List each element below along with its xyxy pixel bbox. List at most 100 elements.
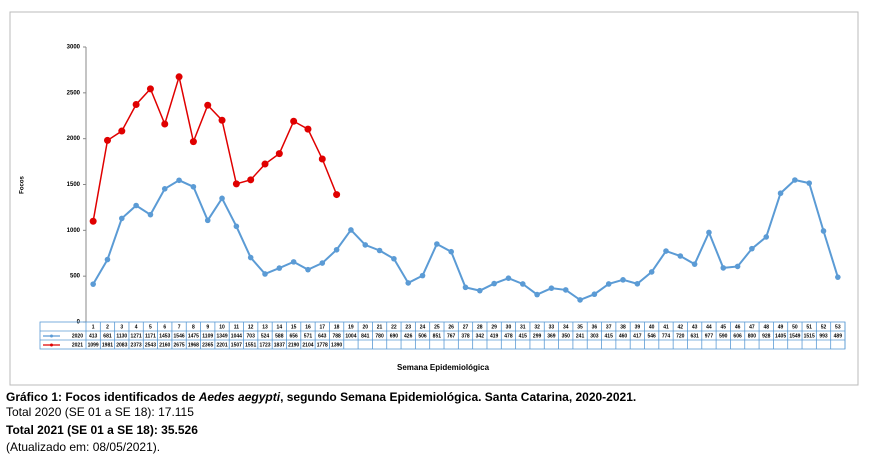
caption-lead: Gráfico 1: Focos identificados de bbox=[6, 390, 199, 404]
data-point bbox=[562, 287, 569, 293]
x-tick-label: 31 bbox=[520, 324, 526, 330]
table-value: 2201 bbox=[216, 342, 227, 348]
x-tick-label: 22 bbox=[391, 324, 397, 330]
x-tick-label: 7 bbox=[178, 324, 181, 330]
data-point bbox=[247, 176, 255, 184]
legend-label: 2021 bbox=[72, 342, 83, 348]
x-tick-label: 38 bbox=[620, 324, 626, 330]
table-value: 2104 bbox=[302, 342, 313, 348]
table-value: 2543 bbox=[145, 342, 156, 348]
table-value: 800 bbox=[748, 333, 757, 339]
data-point bbox=[677, 253, 684, 259]
x-tick-label: 16 bbox=[305, 324, 311, 330]
table-value: 1349 bbox=[216, 333, 227, 339]
table-value: 342 bbox=[476, 333, 485, 339]
y-tick-label: 1500 bbox=[67, 182, 81, 188]
data-point bbox=[232, 180, 240, 188]
data-point bbox=[591, 291, 598, 298]
table-value: 1004 bbox=[345, 333, 356, 339]
data-point bbox=[620, 277, 626, 283]
data-point bbox=[477, 287, 483, 294]
data-point bbox=[491, 280, 497, 287]
x-tick-label: 36 bbox=[592, 324, 598, 330]
data-point bbox=[118, 127, 126, 135]
table-value: 643 bbox=[318, 333, 327, 339]
x-tick-label: 45 bbox=[720, 324, 726, 330]
x-tick-label: 5 bbox=[149, 324, 152, 330]
x-tick-label: 35 bbox=[577, 324, 583, 330]
table-value: 851 bbox=[433, 333, 442, 339]
data-point bbox=[634, 280, 641, 287]
x-tick-label: 19 bbox=[348, 324, 354, 330]
x-tick-label: 10 bbox=[219, 324, 225, 330]
x-tick-label: 27 bbox=[463, 324, 469, 330]
x-axis-label: Semana Epidemiológica bbox=[397, 363, 490, 372]
table-value: 1515 bbox=[804, 333, 815, 339]
data-point bbox=[663, 248, 669, 254]
data-point bbox=[147, 211, 154, 218]
data-point bbox=[218, 116, 226, 124]
data-point bbox=[305, 266, 311, 273]
data-point bbox=[534, 291, 540, 298]
data-point bbox=[290, 259, 297, 265]
table-value: 369 bbox=[547, 333, 556, 339]
x-tick-label: 51 bbox=[806, 324, 812, 330]
legend-label: 2020 bbox=[72, 333, 83, 339]
data-point bbox=[146, 85, 154, 93]
table-value: 656 bbox=[289, 333, 298, 339]
data-point bbox=[319, 260, 326, 266]
y-tick-label: 0 bbox=[77, 320, 81, 326]
caption: Gráfico 1: Focos identificados de Aedes … bbox=[6, 390, 636, 404]
x-tick-label: 41 bbox=[663, 324, 669, 330]
data-point bbox=[362, 242, 369, 248]
data-point bbox=[505, 275, 512, 281]
x-tick-label: 50 bbox=[792, 324, 798, 330]
table-value: 2675 bbox=[174, 342, 185, 348]
data-point bbox=[119, 215, 125, 222]
data-point bbox=[434, 241, 440, 247]
data-point bbox=[706, 229, 712, 236]
updated: (Atualizado em: 08/05/2021). bbox=[6, 440, 160, 454]
data-point bbox=[161, 120, 169, 128]
table-value: 2160 bbox=[159, 342, 170, 348]
x-tick-label: 29 bbox=[491, 324, 497, 330]
x-tick-label: 2 bbox=[106, 324, 109, 330]
total-2020: Total 2020 (SE 01 a SE 18): 17.115 bbox=[6, 405, 194, 419]
table-value: 1099 bbox=[88, 342, 99, 348]
data-point bbox=[734, 263, 741, 270]
table-value: 774 bbox=[662, 333, 671, 339]
legend-marker bbox=[50, 343, 53, 347]
table-value: 1044 bbox=[231, 333, 242, 339]
x-tick-label: 4 bbox=[135, 324, 138, 330]
data-point bbox=[605, 281, 612, 287]
data-point bbox=[90, 281, 96, 287]
table-value: 767 bbox=[447, 333, 456, 339]
caption-rest: , segundo Semana Epidemiológica. Santa C… bbox=[280, 390, 636, 404]
table-value: 1981 bbox=[102, 342, 113, 348]
data-point bbox=[763, 234, 770, 240]
table-value: 571 bbox=[304, 333, 313, 339]
table-value: 546 bbox=[647, 333, 656, 339]
table-value: 2083 bbox=[116, 342, 127, 348]
data-point bbox=[749, 245, 755, 252]
x-tick-label: 11 bbox=[234, 324, 240, 330]
table-value: 720 bbox=[676, 333, 685, 339]
table-value: 1130 bbox=[116, 333, 127, 339]
data-point bbox=[333, 246, 340, 253]
x-tick-label: 8 bbox=[192, 324, 195, 330]
data-point bbox=[275, 150, 283, 158]
x-tick-label: 24 bbox=[420, 324, 426, 330]
data-point bbox=[190, 183, 197, 190]
table-value: 299 bbox=[533, 333, 542, 339]
x-tick-label: 37 bbox=[606, 324, 612, 330]
table-value: 417 bbox=[633, 333, 642, 339]
table-value: 788 bbox=[332, 333, 341, 339]
y-tick-label: 500 bbox=[70, 274, 81, 280]
x-tick-label: 28 bbox=[477, 324, 483, 330]
x-tick-label: 3 bbox=[120, 324, 123, 330]
x-tick-label: 14 bbox=[277, 324, 283, 330]
data-point bbox=[318, 155, 326, 163]
x-tick-label: 1 bbox=[92, 324, 95, 330]
table-value: 378 bbox=[461, 333, 470, 339]
data-point bbox=[247, 254, 254, 261]
